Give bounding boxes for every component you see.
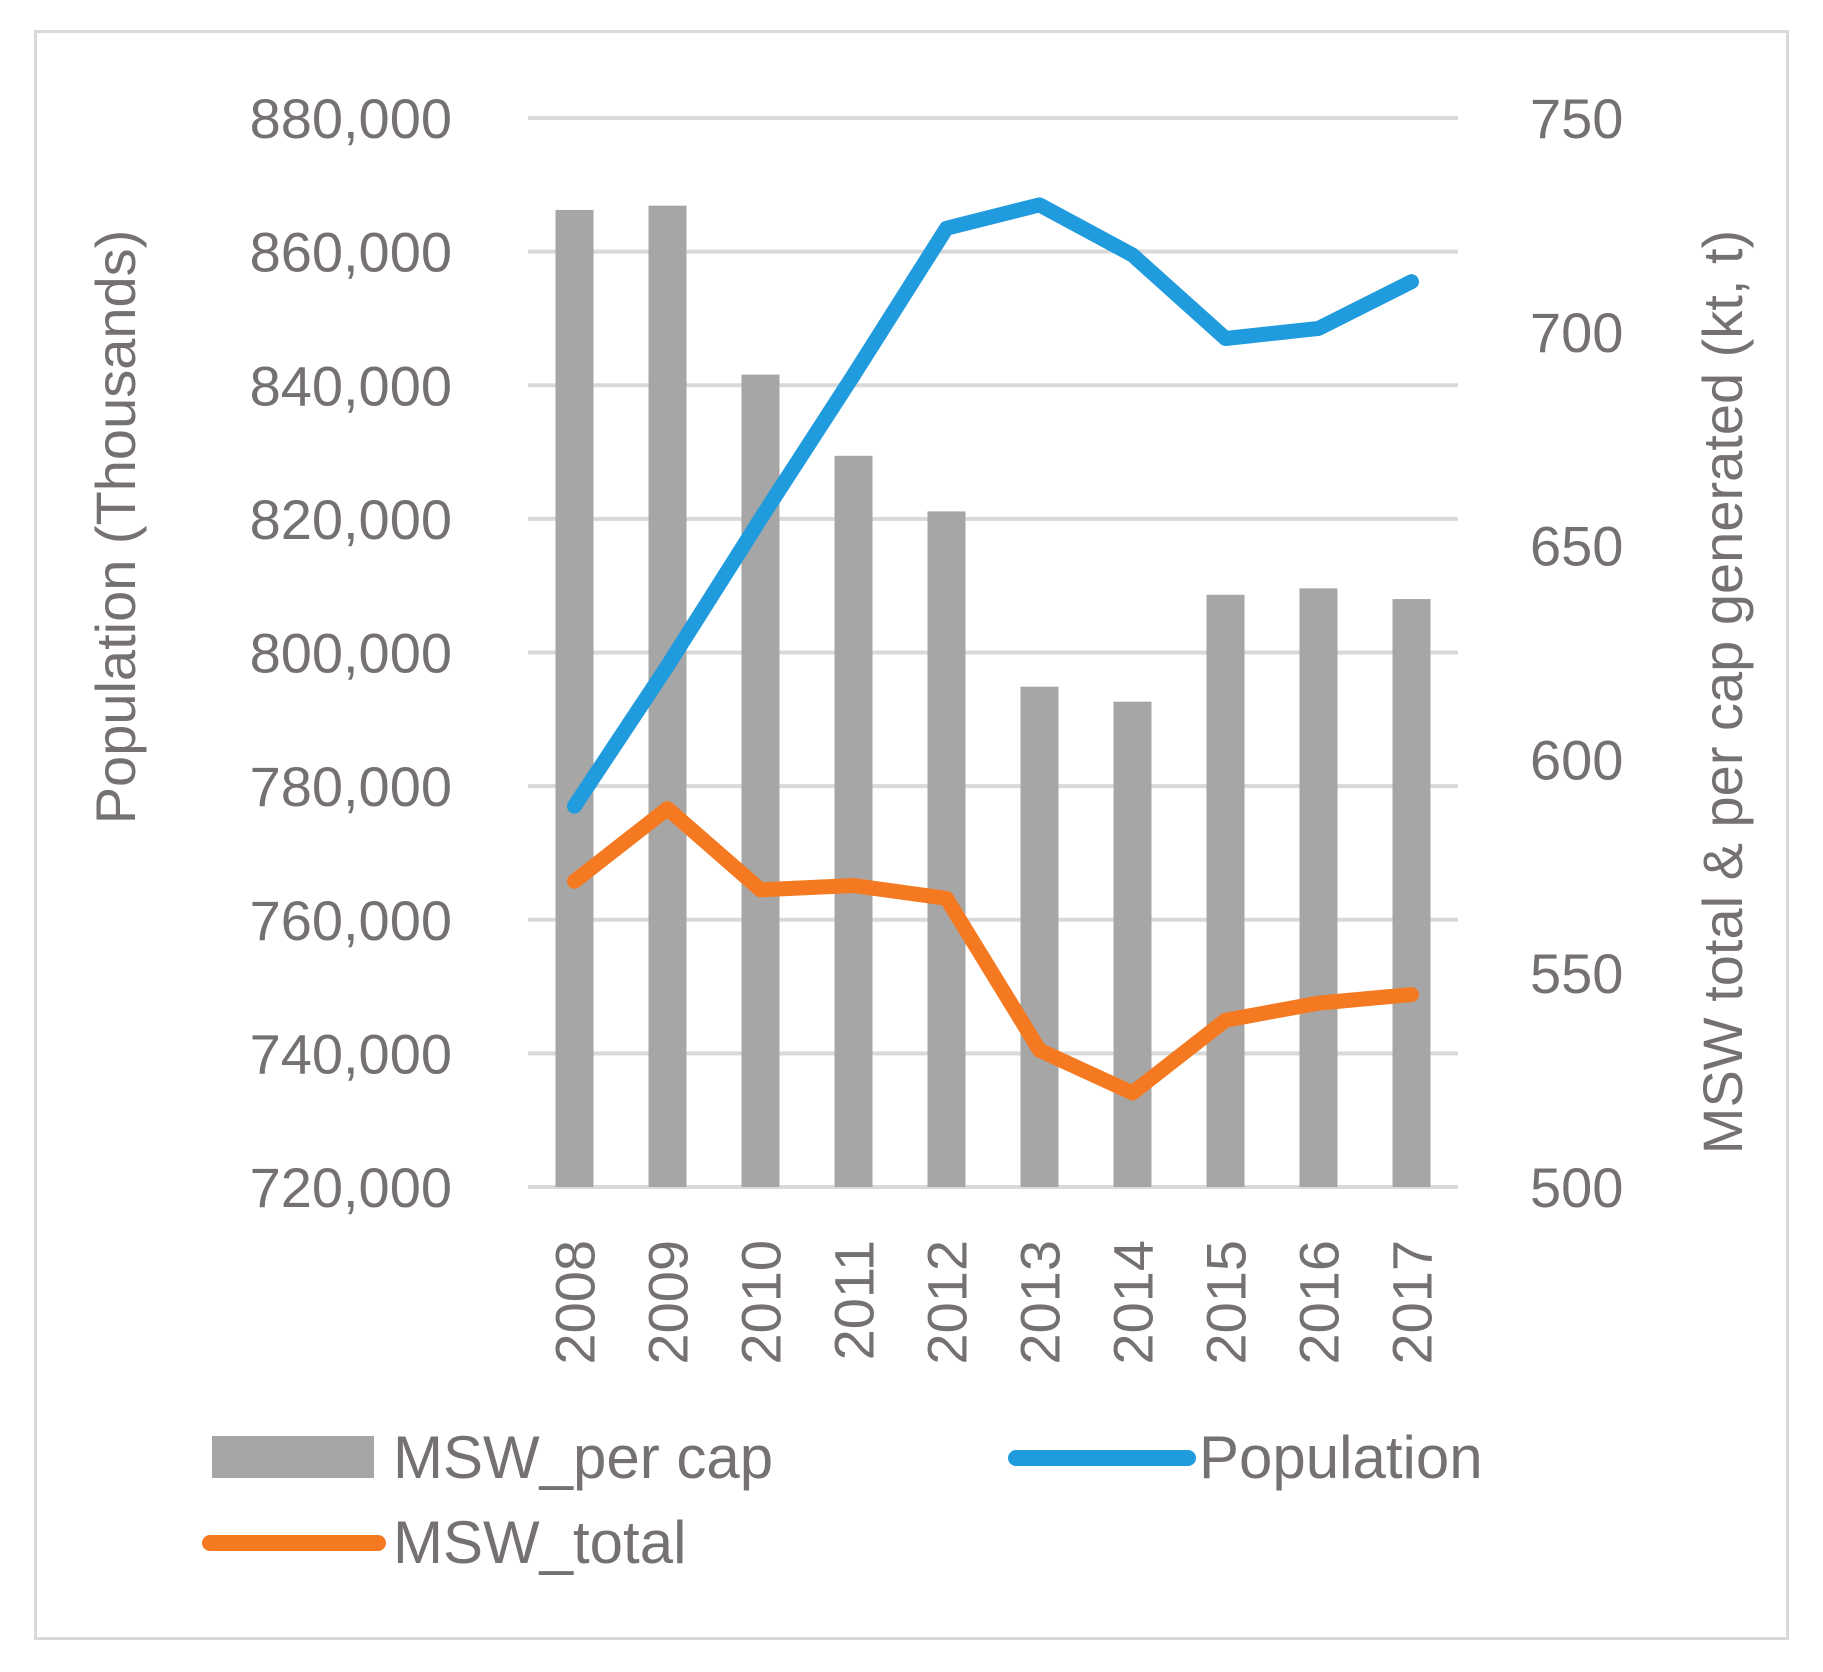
bar-msw-per-cap [834, 455, 873, 1188]
left-axis-title: Population (Thousands) [84, 230, 147, 825]
right-tick-label: 550 [1530, 942, 1623, 1005]
x-tick-label: 2015 [1195, 1240, 1258, 1365]
x-tick-label: 2010 [730, 1240, 793, 1365]
right-tick-label: 750 [1530, 87, 1623, 150]
right-axis-title: MSW total & per cap generated (kt, t) [1691, 230, 1754, 1154]
bar-msw-per-cap [1020, 686, 1059, 1187]
left-tick-label: 860,000 [250, 221, 452, 284]
legend: MSW_per cap Population MSW_total [202, 1424, 1483, 1576]
line-series [567, 197, 1419, 1101]
line-msw-total [567, 801, 1419, 1101]
right-tick-label: 600 [1530, 728, 1623, 791]
bar-msw-per-cap [1392, 599, 1431, 1187]
x-tick-label: 2013 [1009, 1240, 1072, 1365]
left-tick-label: 840,000 [250, 354, 452, 417]
right-tick-label: 700 [1530, 301, 1623, 364]
x-tick-label: 2008 [544, 1240, 607, 1365]
left-axis-ticks: 720,000 740,000 760,000 780,000 800,000 820,0… [250, 87, 452, 1219]
left-tick-label: 760,000 [250, 889, 452, 952]
legend-label-msw-total: MSW_total [393, 1509, 686, 1576]
bar-series-msw-per-cap [555, 205, 1431, 1188]
right-tick-label: 650 [1530, 515, 1623, 578]
right-axis-ticks: 500 550 600 650 700 750 [1530, 87, 1623, 1219]
left-tick-label: 880,000 [250, 87, 452, 150]
bar-msw-per-cap [1299, 588, 1338, 1187]
chart-frame [34, 30, 1789, 1640]
left-tick-label: 820,000 [250, 488, 452, 551]
x-tick-label: 2012 [916, 1240, 979, 1365]
left-tick-label: 720,000 [250, 1156, 452, 1219]
bar-msw-per-cap [555, 209, 594, 1187]
left-tick-label: 780,000 [250, 755, 452, 818]
bar-msw-per-cap [927, 511, 966, 1188]
x-tick-label: 2014 [1102, 1240, 1165, 1365]
x-tick-label: 2016 [1288, 1240, 1351, 1365]
x-tick-label: 2011 [823, 1240, 886, 1360]
legend-swatch-msw-per-cap [212, 1436, 374, 1478]
bar-msw-per-cap [1206, 594, 1245, 1187]
x-axis-ticks: 2008 2009 2010 2011 2012 2013 2014 2015 2016 2017 [544, 1240, 1444, 1365]
bar-msw-per-cap [1113, 701, 1152, 1187]
line-population [567, 197, 1419, 814]
right-tick-label: 500 [1530, 1156, 1623, 1219]
left-tick-label: 800,000 [250, 622, 452, 685]
x-tick-label: 2009 [637, 1240, 700, 1365]
left-tick-label: 740,000 [250, 1022, 452, 1085]
legend-label-msw-per-cap: MSW_per cap [393, 1424, 773, 1491]
x-tick-label: 2017 [1381, 1240, 1444, 1365]
legend-label-population: Population [1199, 1424, 1483, 1491]
